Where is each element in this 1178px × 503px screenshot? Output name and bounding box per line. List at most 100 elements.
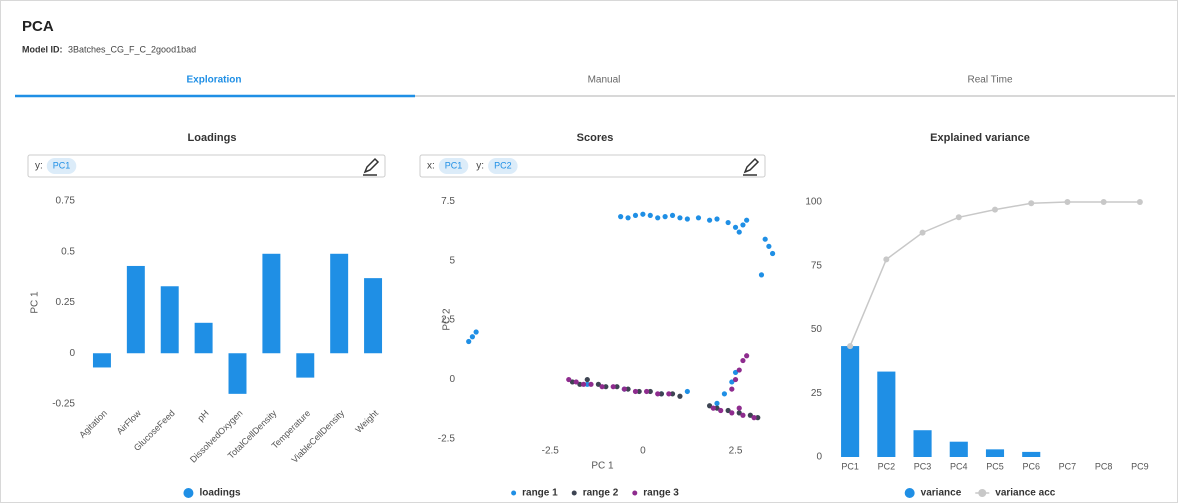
point <box>610 384 616 390</box>
legend-label: range 2 <box>583 488 619 499</box>
point <box>714 405 720 411</box>
point <box>736 405 742 411</box>
y-tick-label: 0.25 <box>56 297 76 308</box>
point <box>666 391 672 397</box>
y-tick-label: 0 <box>449 374 455 385</box>
point <box>569 379 576 385</box>
legend-label: variance acc <box>995 488 1055 499</box>
chart-title: Loadings <box>188 132 237 144</box>
y-tick-label: 7.5 <box>441 196 455 207</box>
x-tick-label: PC5 <box>986 461 1004 471</box>
chart-title: Explained variance <box>930 132 1030 144</box>
y-tick-label: 0.75 <box>56 196 76 207</box>
model-id: 3Batches_CG_F_C_2good1bad <box>68 44 196 54</box>
tab[interactable]: Manual <box>588 75 621 86</box>
point <box>766 243 772 249</box>
y-tick-label: 0 <box>69 348 75 359</box>
point <box>714 216 720 222</box>
selector-label: x: <box>427 161 435 172</box>
edit-icon <box>363 157 380 176</box>
point <box>573 379 579 385</box>
bar <box>1022 451 1041 457</box>
point <box>640 211 646 217</box>
selector-value: PC1 <box>445 160 463 170</box>
model-id-label: Model ID: <box>22 44 63 54</box>
selector-box <box>419 154 766 178</box>
point <box>729 379 735 385</box>
legend-label: loadings <box>199 488 241 499</box>
x-tick-label: PC8 <box>1095 461 1113 471</box>
point <box>706 217 713 223</box>
point <box>740 412 746 418</box>
y-tick-label: 0 <box>816 452 822 463</box>
y-tick-label: 100 <box>805 197 822 208</box>
point <box>647 388 653 395</box>
bar <box>262 253 281 354</box>
x-tick-label: PC6 <box>1022 461 1040 471</box>
point <box>684 388 690 395</box>
x-tick-label: PC1 <box>841 461 859 471</box>
point <box>714 400 720 406</box>
y-tick-label: -0.25 <box>52 399 75 410</box>
point <box>655 391 661 397</box>
point <box>736 367 742 373</box>
point <box>669 391 676 397</box>
legend-label: variance <box>921 488 962 499</box>
legend-marker <box>904 488 915 498</box>
point <box>744 353 750 359</box>
point <box>769 250 776 257</box>
point <box>732 376 739 383</box>
tab[interactable]: Exploration <box>186 75 241 86</box>
point <box>755 415 761 421</box>
x-tick-label: PC2 <box>878 461 896 471</box>
point <box>632 212 639 219</box>
point <box>718 407 724 414</box>
point <box>584 381 590 387</box>
bar <box>877 371 896 457</box>
line-point <box>1028 200 1035 207</box>
point <box>636 388 642 395</box>
point <box>677 215 683 221</box>
bar <box>985 449 1005 457</box>
bar <box>913 430 932 457</box>
legend-marker <box>511 490 517 496</box>
x-tick-label: PC3 <box>914 461 932 471</box>
bar <box>364 278 383 354</box>
point <box>618 214 624 220</box>
point <box>466 338 472 345</box>
x-tick-label: -2.5 <box>542 446 560 457</box>
point <box>625 215 631 221</box>
x-tick-label: PC9 <box>1131 461 1149 471</box>
y-tick-label: 0.5 <box>61 246 75 257</box>
point <box>725 407 731 414</box>
y-tick-label: 75 <box>811 260 823 271</box>
point <box>662 214 668 220</box>
point <box>729 410 735 416</box>
legend-label: range 1 <box>522 488 558 499</box>
bar <box>841 346 860 457</box>
x-tick-label: PC4 <box>950 461 968 471</box>
point <box>762 236 768 242</box>
selector-value: PC1 <box>53 160 71 170</box>
x-axis-label: PC 1 <box>591 461 614 472</box>
legend-marker <box>571 490 577 496</box>
point <box>658 391 665 397</box>
point <box>669 212 676 219</box>
point <box>732 224 739 230</box>
legend-marker <box>632 490 638 496</box>
point <box>588 381 594 387</box>
legend-marker <box>183 488 194 498</box>
point <box>632 388 639 395</box>
point <box>577 381 583 387</box>
x-tick-label: 0 <box>640 446 646 457</box>
y-tick-label: -2.5 <box>438 434 456 445</box>
point <box>729 386 735 392</box>
point <box>584 376 590 383</box>
line-point <box>847 343 854 350</box>
y-tick-label: 25 <box>811 388 823 399</box>
selector-box <box>27 154 386 178</box>
tab[interactable]: Real Time <box>967 75 1012 86</box>
